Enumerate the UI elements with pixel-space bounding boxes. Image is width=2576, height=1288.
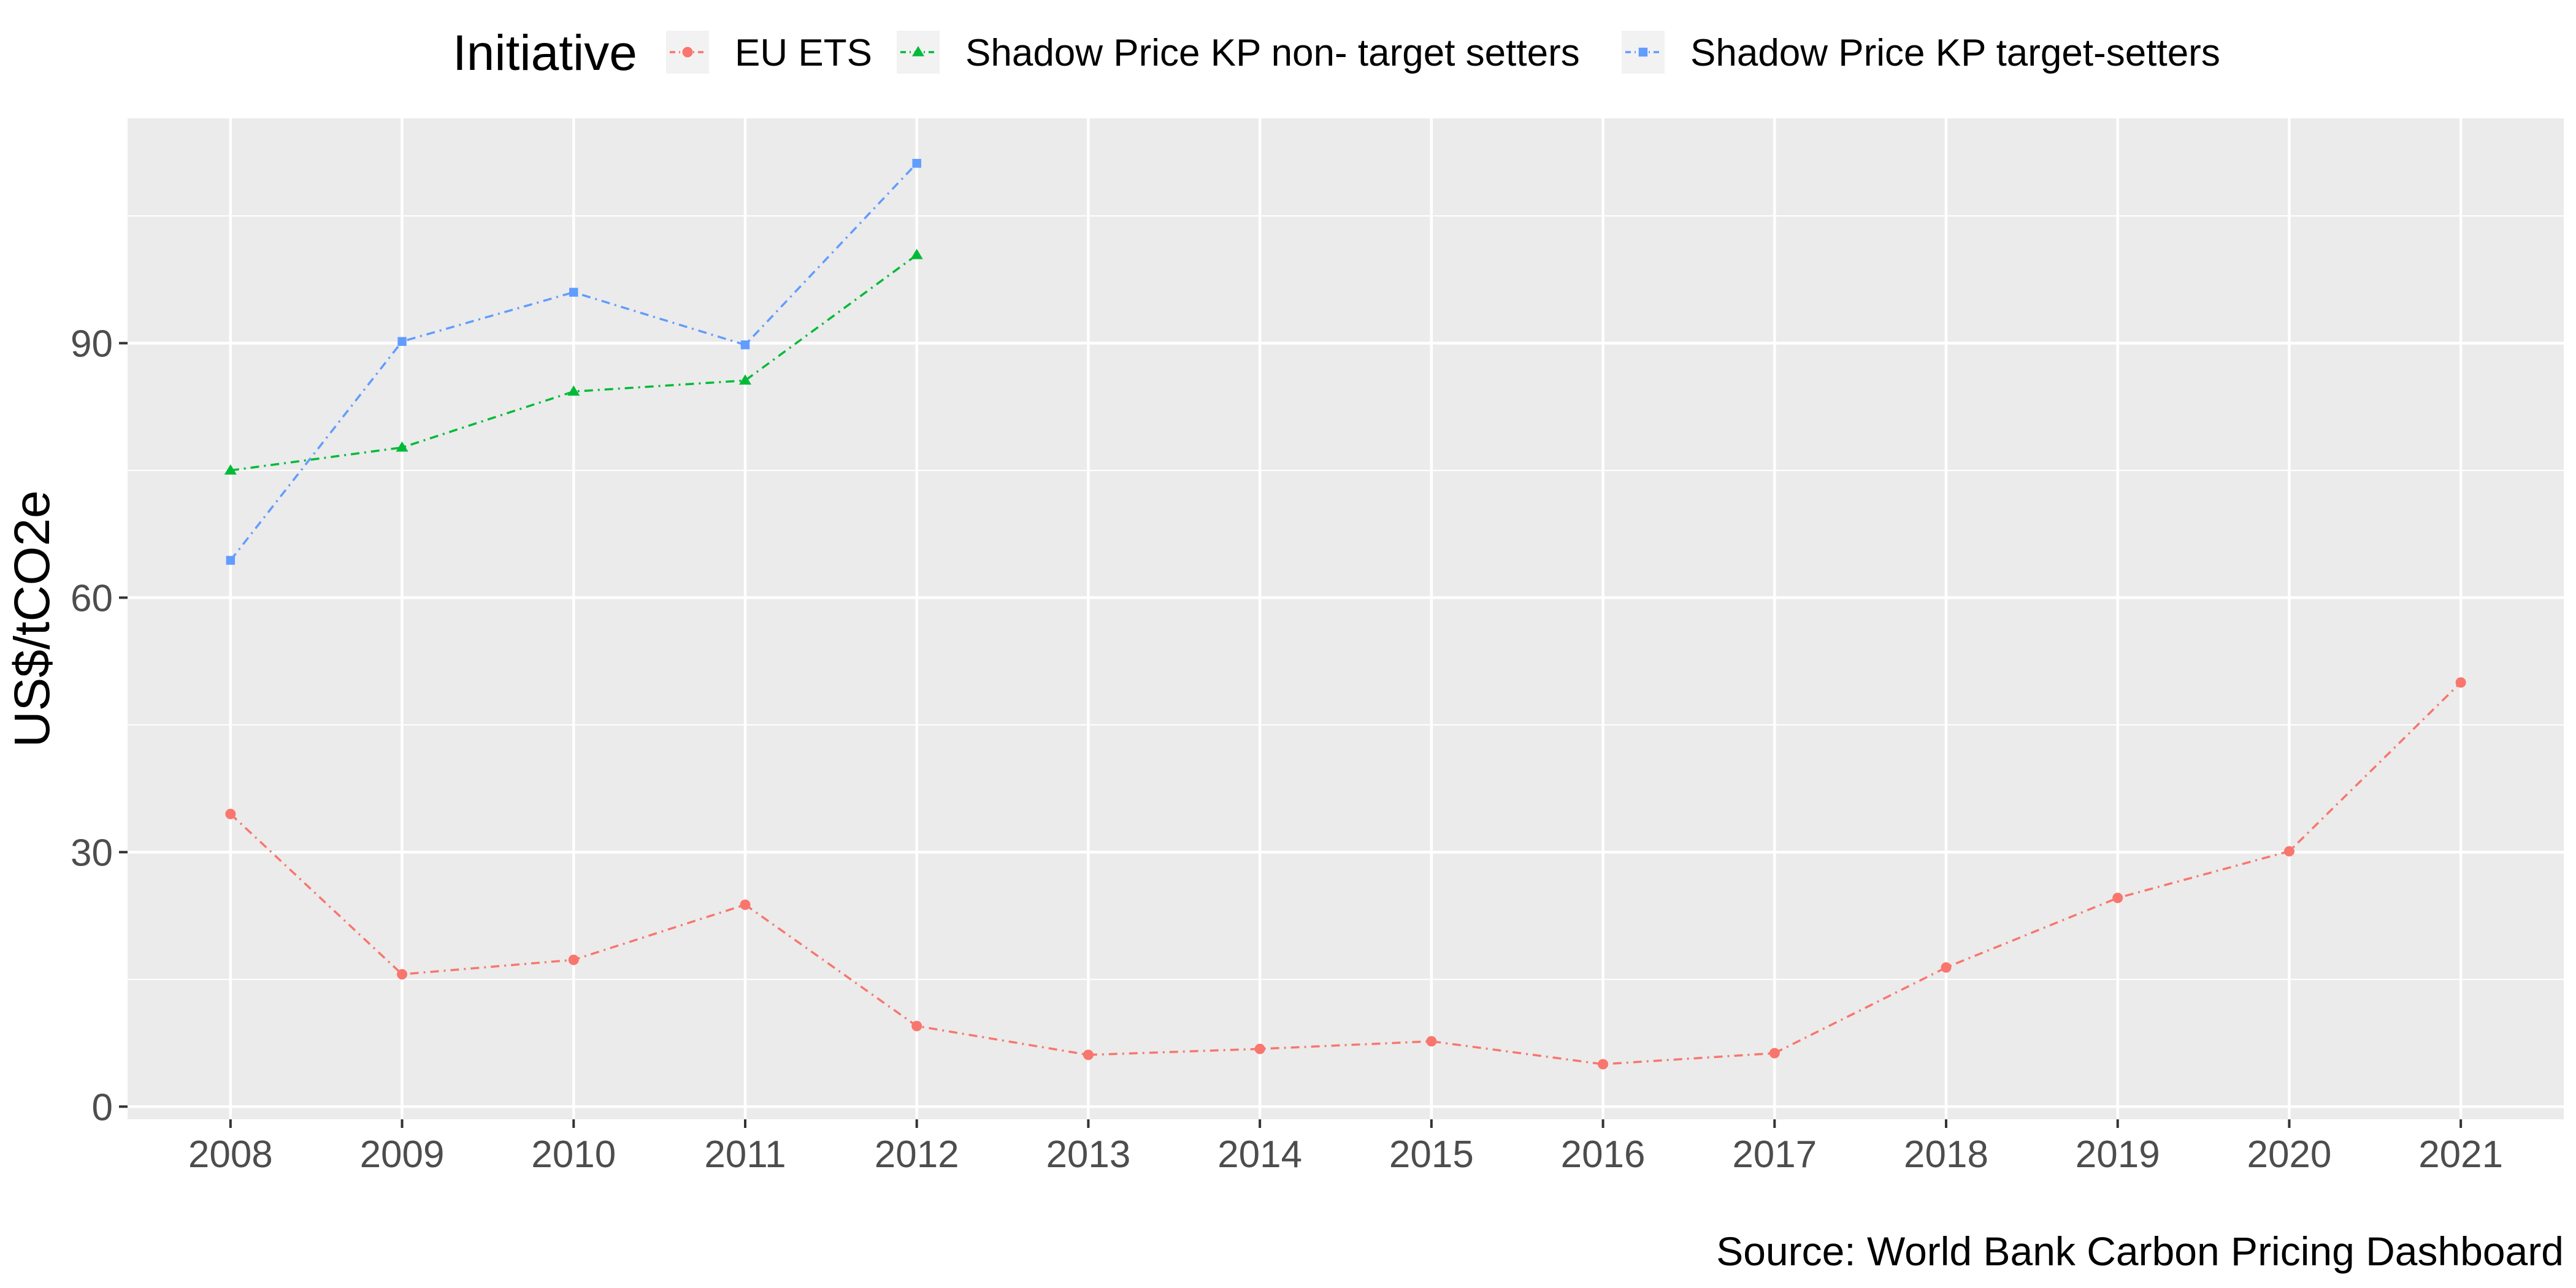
legend-key-marker [1638,47,1648,57]
y-tick-label: 90 [71,323,113,366]
data-point [910,248,923,259]
x-tick-label: 2009 [360,1133,445,1176]
source-caption: Source: World Bank Carbon Pricing Dashbo… [1716,1229,2564,1274]
data-point [1083,1049,1094,1060]
legend-item-3: Shadow Price KP target-setters [1622,31,2220,74]
data-point [569,288,578,297]
data-point [1426,1036,1437,1047]
data-point [1941,962,1952,973]
legend-title: Initiative [453,25,637,81]
grid-major [128,118,2564,1119]
legend-label: Shadow Price KP target-setters [1690,32,2220,74]
data-point [740,340,750,350]
x-tick-label: 2012 [875,1133,959,1176]
data-point [738,374,751,385]
series-layer [224,159,2466,1070]
plot-panel [128,118,2564,1119]
data-point [396,441,408,452]
data-point [567,385,580,396]
series-3 [226,159,921,565]
data-point [397,337,407,346]
data-point [397,968,408,979]
data-point [1598,1059,1609,1070]
series-line [229,681,2462,1065]
y-axis-title: US$/tCO2e [4,490,60,747]
x-tick-label: 2019 [2076,1133,2160,1176]
x-tick-label: 2017 [1732,1133,1817,1176]
x-tick-label: 2010 [531,1133,616,1176]
legend-key-marker [682,47,693,58]
y-tick-label: 30 [71,832,113,874]
data-point [1769,1048,1780,1059]
data-point [568,954,579,965]
data-point [2283,846,2294,857]
series-1 [225,677,2466,1070]
data-point [2112,892,2123,903]
x-tick-label: 2015 [1389,1133,1474,1176]
x-tick-label: 2016 [1561,1133,1646,1176]
legend-label: Shadow Price KP non- target setters [965,32,1580,74]
y-tick-label: 0 [92,1086,113,1129]
data-point [912,159,921,168]
data-point [2455,677,2466,688]
x-tick-label: 2013 [1046,1133,1130,1176]
x-tick-label: 2018 [1904,1133,1988,1176]
data-point [911,1021,922,1032]
legend-item-1: EU ETS [666,31,872,74]
series-2 [224,248,923,475]
legend-items: EU ETS Shadow Price KP non- target setter… [666,31,2220,74]
data-point [226,556,236,565]
legend: Initiative EU ETS Shadow Price KP non- ta… [453,25,2220,81]
y-axis: 0 30 60 90 [71,323,128,1129]
data-point [224,464,237,475]
series-line [229,163,918,561]
series-line [230,254,918,472]
legend-item-2: Shadow Price KP non- target setters [897,31,1580,74]
x-tick-label: 2021 [2418,1133,2503,1176]
legend-key-marker [911,45,925,56]
data-point [1254,1043,1265,1054]
x-axis: 2008 2009 2010 2011 2012 2013 2014 2015 2016 2017… [188,1119,2503,1176]
x-tick-label: 2008 [188,1133,273,1176]
legend-label: EU ETS [735,32,872,74]
x-tick-label: 2011 [704,1133,786,1176]
x-tick-label: 2020 [2247,1133,2331,1176]
x-tick-label: 2014 [1217,1133,1302,1176]
grid-minor [128,215,2564,980]
y-tick-label: 60 [71,577,113,619]
data-point [225,808,236,819]
data-point [740,899,751,910]
